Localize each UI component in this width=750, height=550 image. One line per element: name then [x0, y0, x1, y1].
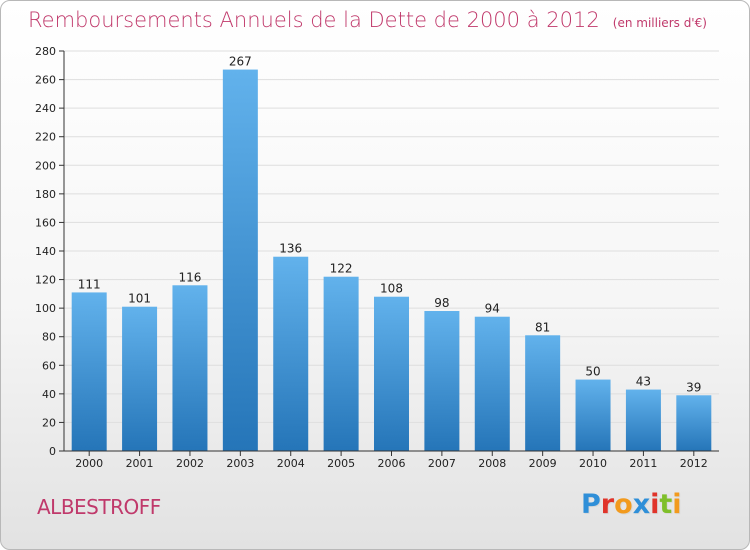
data-label: 94: [485, 302, 500, 316]
y-tick-label: 0: [49, 445, 56, 458]
bar: [122, 306, 158, 451]
x-tick-label: 2002: [176, 457, 204, 470]
logo-letter: t: [659, 489, 673, 520]
y-tick-label: 60: [42, 359, 56, 372]
logo-letter: P: [581, 489, 601, 520]
y-tick-label: 80: [42, 331, 56, 344]
bar: [222, 69, 258, 452]
logo-letter: r: [600, 489, 615, 520]
data-label: 108: [380, 282, 403, 296]
y-tick-label: 200: [35, 159, 56, 172]
data-label: 39: [686, 380, 701, 394]
bar: [676, 395, 712, 451]
logo-letter: x: [632, 489, 651, 520]
x-tick-label: 2001: [126, 457, 154, 470]
bar: [172, 285, 208, 451]
data-label: 267: [229, 55, 252, 69]
bar: [525, 335, 561, 451]
y-tick-label: 140: [35, 245, 56, 258]
data-label: 50: [585, 365, 600, 379]
bar: [71, 292, 107, 451]
y-tick-label: 100: [35, 302, 56, 315]
data-label: 98: [434, 296, 449, 310]
x-tick-label: 2006: [378, 457, 406, 470]
chart-unit: (en milliers d'€): [612, 16, 707, 30]
x-tick-label: 2012: [680, 457, 708, 470]
data-label: 81: [535, 320, 550, 334]
x-tick-label: 2009: [529, 457, 557, 470]
data-label: 122: [330, 262, 353, 276]
x-tick-label: 2008: [478, 457, 506, 470]
bar: [374, 296, 409, 451]
y-tick-label: 20: [42, 416, 56, 429]
proxiti-logo: Proxiti: [581, 489, 682, 520]
data-label: 136: [279, 242, 302, 256]
y-tick-label: 160: [35, 216, 56, 229]
bar: [424, 311, 460, 451]
y-tick-label: 40: [42, 388, 56, 401]
logo-letter: i: [650, 489, 660, 520]
bar: [575, 379, 611, 451]
y-tick-label: 180: [35, 188, 56, 201]
bar: [273, 256, 309, 451]
x-tick-label: 2003: [226, 457, 254, 470]
data-label: 111: [78, 277, 101, 291]
x-tick-label: 2004: [277, 457, 305, 470]
x-tick-label: 2011: [629, 457, 657, 470]
y-tick-label: 220: [35, 131, 56, 144]
y-tick-label: 240: [35, 102, 56, 115]
data-label: 116: [179, 270, 202, 284]
x-tick-label: 2007: [428, 457, 456, 470]
y-tick-label: 260: [35, 74, 56, 87]
data-label: 43: [636, 375, 651, 389]
x-tick-label: 2005: [327, 457, 355, 470]
logo-letter: o: [614, 489, 633, 520]
x-tick-label: 2000: [75, 457, 103, 470]
x-tick-label: 2010: [579, 457, 607, 470]
y-tick-label: 120: [35, 274, 56, 287]
chart-title-row: Remboursements Annuels de la Dette de 20…: [28, 8, 707, 32]
bar: [474, 316, 510, 451]
data-label: 101: [128, 292, 151, 306]
bar: [625, 389, 661, 451]
logo-letter: i: [672, 489, 682, 520]
y-tick-label: 280: [35, 45, 56, 58]
chart-title: Remboursements Annuels de la Dette de 20…: [28, 8, 600, 32]
commune-name: ALBESTROFF: [37, 495, 161, 519]
bar: [323, 276, 359, 451]
